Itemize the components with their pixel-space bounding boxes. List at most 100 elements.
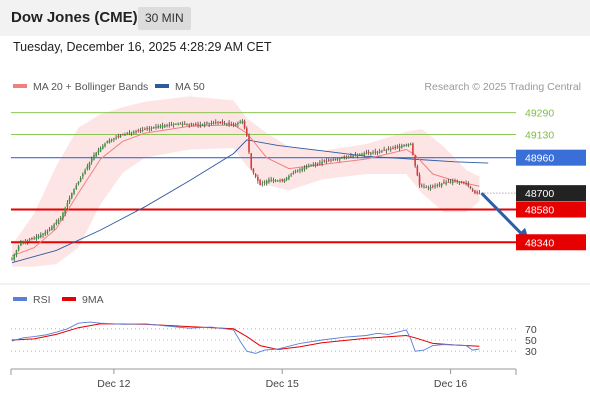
candle-body xyxy=(197,124,199,126)
candle-body xyxy=(261,183,264,185)
candle-body xyxy=(381,150,383,152)
candles xyxy=(11,119,481,262)
candle-body xyxy=(409,144,412,146)
candle-body xyxy=(157,126,159,128)
candle-body xyxy=(407,144,410,146)
candle-body xyxy=(164,125,166,128)
candle-body xyxy=(212,122,215,124)
candle-body xyxy=(345,156,348,158)
candle-body xyxy=(350,155,352,157)
candle-body xyxy=(365,152,368,154)
candle-body xyxy=(290,174,292,176)
candle-body xyxy=(239,121,241,123)
timeframe-badge[interactable]: 30 MIN xyxy=(138,7,191,30)
candle-body xyxy=(476,191,478,194)
candle-body xyxy=(126,133,128,135)
candle-body xyxy=(325,160,328,162)
candle-body xyxy=(199,124,202,126)
candle-body xyxy=(62,212,64,219)
candle-body xyxy=(339,158,341,160)
candle-body xyxy=(152,127,155,129)
bollinger-band xyxy=(12,96,480,267)
candle-body xyxy=(117,136,120,138)
level-lines xyxy=(11,112,516,244)
candle-body xyxy=(250,153,253,169)
candle-body xyxy=(106,141,109,143)
candle-body xyxy=(374,151,377,153)
candle-body xyxy=(361,153,363,155)
candle-body xyxy=(79,177,82,182)
candle-body xyxy=(26,240,29,242)
candle-body xyxy=(454,180,456,182)
candle-body xyxy=(248,135,250,153)
candle-body xyxy=(39,234,42,237)
candle-body xyxy=(327,159,330,161)
candle-body xyxy=(177,123,179,125)
ma50-line xyxy=(11,139,489,264)
candle-body xyxy=(427,187,430,189)
candle-body xyxy=(28,238,31,240)
instrument-title: Dow Jones (CME) xyxy=(11,9,138,26)
candle-body xyxy=(208,123,210,125)
rsi-tick-70: 70 xyxy=(525,324,537,336)
candle-body xyxy=(425,187,428,189)
candle-body xyxy=(17,246,20,251)
candle-body xyxy=(234,123,237,126)
candle-body xyxy=(186,124,188,126)
candle-body xyxy=(378,151,381,153)
candle-body xyxy=(99,148,102,152)
candle-body xyxy=(75,185,78,189)
candle-body xyxy=(319,162,321,164)
candle-body xyxy=(387,148,390,150)
candle-body xyxy=(155,126,157,128)
candle-body xyxy=(243,120,246,129)
candle-body xyxy=(478,192,481,194)
candle-body xyxy=(385,149,388,151)
candle-body xyxy=(312,164,315,166)
candle-body xyxy=(323,160,326,162)
candle-body xyxy=(272,179,275,181)
candle-body xyxy=(403,145,405,147)
candle-body xyxy=(347,156,350,158)
candle-body xyxy=(469,186,472,189)
legend-label-rsi: RSI xyxy=(33,294,51,306)
candle-body xyxy=(104,143,106,147)
candle-body xyxy=(354,154,357,157)
candle-body xyxy=(270,179,272,181)
candle-body xyxy=(336,158,339,160)
candle-body xyxy=(161,125,164,128)
level-label-48340: 48340 xyxy=(525,237,554,249)
candle-body xyxy=(15,250,18,255)
legend-label-9ma: 9MA xyxy=(82,294,104,306)
candle-body xyxy=(398,146,401,149)
candle-body xyxy=(423,186,425,188)
candle-body xyxy=(358,154,361,156)
candle-body xyxy=(405,144,408,146)
level-label-49290: 49290 xyxy=(525,108,554,120)
candle-body xyxy=(230,124,233,126)
candle-body xyxy=(228,122,230,125)
candle-body xyxy=(292,172,295,174)
candle-body xyxy=(31,238,33,240)
candle-body xyxy=(22,241,24,243)
candle-body xyxy=(137,130,140,132)
rsi-tick-50: 50 xyxy=(525,335,537,347)
candle-body xyxy=(135,131,137,133)
candle-body xyxy=(401,145,403,148)
candle-body xyxy=(166,124,168,126)
x-tick-label: Dec 15 xyxy=(266,378,299,390)
level-box-48340 xyxy=(516,234,586,251)
candle-body xyxy=(265,180,268,184)
candle-body xyxy=(321,161,323,164)
bollinger-area xyxy=(12,96,480,267)
candle-body xyxy=(144,128,146,130)
level-label-48960: 48960 xyxy=(525,153,554,165)
candle-body xyxy=(288,176,290,179)
candle-body xyxy=(237,122,239,125)
candle-body xyxy=(314,163,317,166)
candle-body xyxy=(57,219,60,223)
candle-body xyxy=(24,240,27,243)
x-ticks: Dec 12 Dec 15 Dec 16 xyxy=(97,369,467,390)
legend-label-ma50: MA 50 xyxy=(175,81,205,93)
candle-body xyxy=(440,183,443,186)
